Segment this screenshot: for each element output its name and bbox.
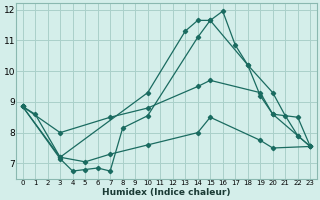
X-axis label: Humidex (Indice chaleur): Humidex (Indice chaleur) <box>102 188 231 197</box>
